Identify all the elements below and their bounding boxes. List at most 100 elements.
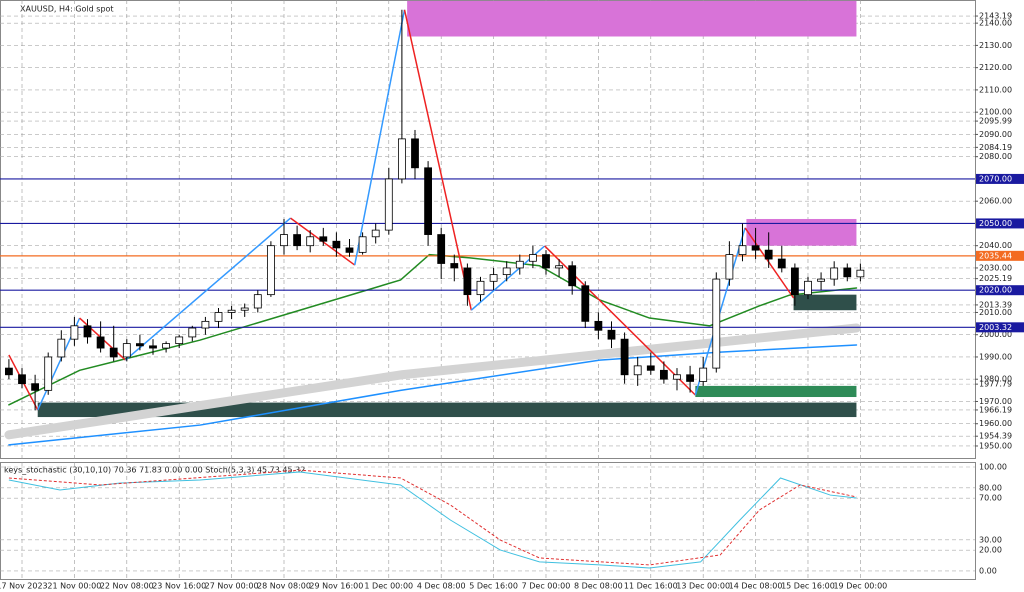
candle-body bbox=[581, 285, 590, 322]
level-label: 2003.32 bbox=[979, 323, 1012, 332]
candle-body bbox=[712, 278, 721, 369]
osc-tick-label: 30.00 bbox=[979, 535, 1002, 544]
candle-body bbox=[751, 245, 760, 251]
moving-average bbox=[8, 253, 858, 406]
candle-body bbox=[790, 267, 799, 296]
candle-body bbox=[633, 365, 642, 376]
level-label: 2070.00 bbox=[979, 174, 1012, 183]
y-tick-label: 1966.19 bbox=[979, 405, 1012, 414]
osc-line bbox=[8, 471, 857, 569]
osc-tick-label: 20.00 bbox=[979, 546, 1002, 555]
candle-body bbox=[293, 234, 301, 247]
x-tick-label: 22 Nov 08:00 bbox=[100, 582, 154, 591]
y-tick-label: 1960.00 bbox=[979, 419, 1012, 428]
zone bbox=[407, 0, 857, 37]
y-tick-label: 2030.00 bbox=[979, 263, 1012, 272]
x-tick-label: 19 Dec 00:00 bbox=[833, 582, 887, 591]
osc-tick-label: 0.00 bbox=[979, 566, 997, 575]
x-tick-label: 7 Dec 00:00 bbox=[522, 582, 571, 591]
zigzag-segment bbox=[403, 9, 473, 311]
candle-body bbox=[31, 383, 40, 391]
level-label-box bbox=[976, 173, 1024, 184]
candle-body bbox=[136, 343, 144, 347]
candle-body bbox=[843, 267, 852, 278]
candle-body bbox=[411, 138, 419, 169]
osc-line bbox=[8, 469, 857, 566]
y-tick-label: 2000.00 bbox=[979, 330, 1012, 339]
osc-title: keys_stochastic (30,10,10) 70.36 71.83 0… bbox=[4, 466, 305, 475]
candle-body bbox=[5, 367, 13, 376]
candle-body bbox=[555, 265, 563, 269]
level-label-box bbox=[976, 285, 1024, 296]
x-tick-label: 8 Dec 08:00 bbox=[574, 582, 623, 591]
candle-body bbox=[70, 325, 79, 340]
candle-body bbox=[450, 263, 459, 269]
candle-body bbox=[83, 325, 92, 338]
osc-tick-label: 70.00 bbox=[979, 494, 1002, 503]
y-tick-label: 1980.00 bbox=[979, 375, 1012, 384]
x-tick-label: 5 Dec 16:00 bbox=[469, 582, 518, 591]
candle-body bbox=[306, 236, 315, 247]
candle-body bbox=[830, 267, 839, 280]
sub-frame bbox=[0, 462, 976, 580]
y-tick-label: 1990.00 bbox=[979, 352, 1012, 361]
candle-body bbox=[646, 365, 655, 371]
candle-body bbox=[280, 234, 288, 247]
candle-body bbox=[18, 374, 26, 385]
level-label: 2035.44 bbox=[979, 251, 1012, 260]
y-tick-label: 2095.99 bbox=[979, 117, 1012, 126]
y-tick-label: 1977.79 bbox=[979, 380, 1012, 389]
candle-body bbox=[44, 356, 53, 391]
candle-body bbox=[96, 336, 105, 349]
candle-body bbox=[424, 167, 432, 235]
y-tick-label: 2060.00 bbox=[979, 197, 1012, 206]
x-tick-label: 1 Dec 00:00 bbox=[364, 582, 413, 591]
candle-body bbox=[384, 178, 393, 231]
zigzag-segment bbox=[125, 217, 292, 361]
candle-body bbox=[699, 367, 708, 382]
candle-body bbox=[686, 374, 694, 382]
candle-body bbox=[620, 338, 629, 376]
osc-tick-label: 100.00 bbox=[979, 462, 1007, 471]
candle-body bbox=[777, 258, 786, 269]
zone bbox=[37, 402, 857, 418]
y-tick-label: 2013.39 bbox=[979, 300, 1012, 309]
x-tick-label: 15 Dec 16:00 bbox=[781, 582, 835, 591]
candle-body bbox=[188, 327, 197, 338]
candle-body bbox=[515, 260, 524, 269]
x-tick-label: 27 Nov 00:00 bbox=[205, 582, 259, 591]
x-tick-label: 23 Nov 16:00 bbox=[152, 582, 206, 591]
x-tick-label: 11 Dec 16:00 bbox=[624, 582, 678, 591]
y-tick-label: 2110.00 bbox=[979, 85, 1012, 94]
level-label: 2020.00 bbox=[979, 286, 1012, 295]
candle-body bbox=[162, 343, 171, 349]
candle-body bbox=[109, 347, 118, 358]
candle-body bbox=[358, 236, 367, 253]
candle-body bbox=[253, 294, 262, 309]
x-tick-label: 28 Nov 08:00 bbox=[257, 582, 311, 591]
candle-body bbox=[201, 320, 210, 329]
candle-body bbox=[266, 245, 275, 296]
y-tick-label: 2140.00 bbox=[979, 19, 1012, 28]
zone bbox=[793, 294, 857, 311]
candle-body bbox=[528, 254, 537, 262]
level-label-box bbox=[976, 250, 1024, 261]
y-tick-label: 2010.00 bbox=[979, 308, 1012, 317]
main-frame bbox=[0, 0, 976, 459]
zigzag-segment bbox=[353, 9, 406, 266]
candle-body bbox=[122, 343, 131, 358]
candle-body bbox=[227, 309, 236, 313]
x-tick-label: 17 Nov 2023 bbox=[0, 582, 48, 591]
x-tick-label: 13 Dec 00:00 bbox=[676, 582, 730, 591]
zigzag-segment bbox=[744, 227, 795, 299]
level-label: 2050.00 bbox=[979, 219, 1012, 228]
y-tick-label: 2084.19 bbox=[979, 143, 1012, 152]
y-tick-label: 2080.00 bbox=[979, 152, 1012, 161]
candle-body bbox=[240, 307, 249, 311]
candle-body bbox=[149, 345, 157, 349]
candle-body bbox=[856, 269, 865, 278]
y-tick-label: 1950.00 bbox=[979, 441, 1012, 450]
candle-body bbox=[214, 312, 223, 322]
candle-body bbox=[397, 138, 406, 180]
